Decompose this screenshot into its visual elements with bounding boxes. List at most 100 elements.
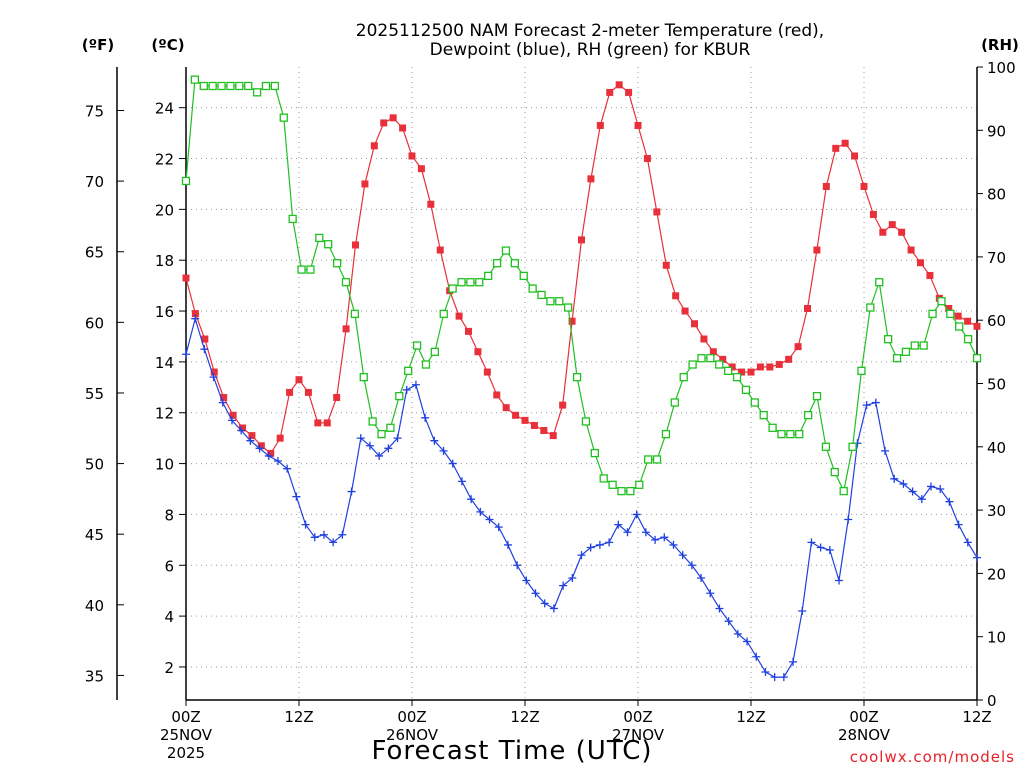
- temperature-point: [954, 312, 962, 320]
- temperature-point: [540, 427, 548, 435]
- rh-point: [519, 271, 528, 281]
- rh-tick-label: 100: [987, 59, 1016, 77]
- rh-tick-label: 0: [987, 692, 997, 710]
- rh-point: [777, 429, 786, 439]
- dewpoint-point: [807, 538, 816, 547]
- temperature-point: [342, 325, 350, 333]
- rh-point: [279, 113, 288, 122]
- temperature-point: [832, 144, 840, 152]
- dewpoint-point: [595, 540, 604, 549]
- x-tick-label: 00Z: [397, 708, 426, 726]
- rh-tick-label: 30: [987, 502, 1006, 520]
- temperature-point: [973, 322, 981, 330]
- dewpoint-point: [816, 543, 825, 552]
- dewpoint-point: [825, 546, 834, 555]
- dewpoint-point: [310, 533, 319, 542]
- temperature-point: [512, 411, 520, 419]
- rh-point: [350, 309, 360, 319]
- temperature-point: [917, 259, 924, 267]
- temperature-point: [182, 274, 190, 282]
- dewpoint-point: [899, 479, 908, 488]
- dewpoint-point: [182, 350, 190, 359]
- rh-point: [439, 309, 448, 319]
- dewpoint-point: [632, 510, 641, 519]
- dewpoint-point: [356, 434, 365, 443]
- temperature-point: [370, 142, 378, 150]
- dewpoint-point: [697, 573, 706, 582]
- temperature-point: [568, 317, 576, 325]
- rh-point: [199, 81, 208, 91]
- temperature-point: [888, 221, 896, 229]
- temperature-point: [794, 343, 802, 351]
- rh-point: [857, 366, 866, 375]
- dewpoint-point: [494, 523, 503, 532]
- rh-point: [430, 347, 440, 357]
- temperature-point: [756, 363, 764, 371]
- temperature-point: [578, 236, 585, 244]
- fahrenheit-tick-label: 35: [85, 667, 104, 685]
- chart-title-line1: 2025112500 NAM Forecast 2-meter Temperat…: [356, 21, 824, 41]
- rh-point: [208, 81, 217, 91]
- temperature-point: [295, 376, 303, 384]
- dewpoint-point: [789, 657, 798, 666]
- temperature-point: [201, 335, 209, 343]
- dewpoint-point: [540, 599, 549, 608]
- rh-point: [635, 480, 644, 489]
- dewpoint-point: [237, 426, 246, 435]
- rh-tick-label: 20: [987, 565, 1006, 583]
- dewpoint-point: [319, 530, 328, 539]
- dewpoint-point: [660, 533, 669, 542]
- temperature-point: [653, 208, 661, 216]
- dewpoint-point: [871, 398, 880, 407]
- temperature-point: [220, 393, 228, 401]
- temperature-point: [709, 348, 717, 356]
- x-tick-year-label: 2025: [167, 744, 205, 762]
- celsius-tick-label: 14: [155, 354, 174, 372]
- temperature-point: [606, 88, 614, 96]
- rh-point: [883, 335, 893, 344]
- dewpoint-point: [292, 492, 301, 501]
- temperature-point: [869, 210, 877, 218]
- rh-point: [670, 398, 679, 407]
- dewpoint-point: [669, 540, 678, 549]
- dewpoint-point: [973, 553, 981, 562]
- dewpoint-point: [779, 673, 788, 682]
- rh-point: [972, 354, 982, 363]
- temperature-point: [361, 180, 369, 188]
- rh-point: [715, 360, 724, 369]
- celsius-tick-label: 12: [155, 405, 174, 423]
- dewpoint-point: [347, 487, 356, 496]
- celsius-tick-label: 8: [164, 506, 174, 524]
- temperature-point: [766, 363, 774, 371]
- dewpoint-point: [531, 589, 540, 598]
- temperature-point: [879, 228, 887, 236]
- rh-point: [626, 486, 635, 496]
- temperature-point: [465, 327, 472, 335]
- fahrenheit-axis-unit: (ºF): [82, 36, 114, 54]
- temperature-point: [898, 228, 906, 236]
- dewpoint-point: [559, 581, 568, 590]
- celsius-tick-label: 24: [155, 100, 174, 118]
- temperature-point: [907, 246, 915, 254]
- rh-point: [261, 81, 271, 91]
- temperature-point: [945, 305, 953, 313]
- temperature-point: [436, 246, 444, 254]
- dewpoint-point: [881, 446, 890, 455]
- rh-point: [484, 271, 493, 281]
- rh-point: [617, 486, 626, 496]
- dewpoint-point: [301, 520, 310, 529]
- dewpoint-point: [476, 507, 485, 516]
- dewpoint-point: [770, 673, 779, 682]
- rh-point: [688, 360, 697, 369]
- temperature-point: [530, 421, 538, 429]
- dewpoint-point: [283, 464, 292, 473]
- dewpoint-point: [586, 543, 595, 552]
- dewpoint-point: [651, 535, 660, 544]
- celsius-axis-unit: (ºC): [151, 36, 184, 54]
- chart-title-line2: Dewpoint (blue), RH (green) for KBUR: [430, 40, 751, 60]
- rh-point: [359, 373, 368, 382]
- rh-point: [795, 429, 804, 439]
- temperature-point: [333, 393, 341, 401]
